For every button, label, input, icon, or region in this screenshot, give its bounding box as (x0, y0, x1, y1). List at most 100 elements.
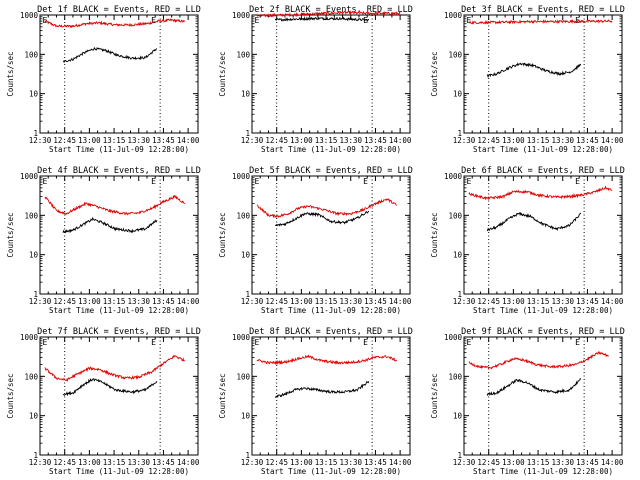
event-marker: E (363, 177, 368, 186)
y-tick-label: 100 (236, 211, 250, 220)
x-tick-label: 13:30 (551, 136, 574, 145)
panel-5: Det 5f BLACK = Events, RED = LLD 1 10 100 10… (218, 166, 413, 315)
x-tick-label: 14:00 (177, 136, 200, 145)
x-tick-label: 14:00 (389, 136, 412, 145)
lld-rate-line (256, 354, 398, 366)
x-tick-label: 13:30 (127, 297, 150, 306)
y-tick-label: 1000 (20, 172, 39, 181)
y-axis-label: Counts/sec (6, 373, 15, 418)
y-tick-label: 1 (245, 290, 250, 299)
x-tick-label: 13:30 (339, 297, 362, 306)
x-tick-label: 13:15 (527, 458, 550, 467)
x-axis-label: Start Time (11-Jul-09 12:28:00) (473, 145, 613, 154)
panel-4: Det 4f BLACK = Events, RED = LLD 1 10 100 10… (6, 166, 201, 315)
lld-rate-line (256, 198, 397, 219)
panel-8: Det 8f BLACK = Events, RED = LLD 1 10 100 10… (218, 327, 413, 476)
y-tick-label: 10 (241, 412, 251, 421)
y-tick-label: 100 (236, 50, 250, 59)
event-marker: E (43, 16, 48, 25)
event-marker: E (151, 177, 156, 186)
plot-frame (463, 336, 623, 456)
x-tick-label: 13:45 (152, 136, 175, 145)
event-marker: E (255, 16, 260, 25)
x-tick-label: 13:45 (364, 136, 387, 145)
x-tick-label: 12:30 (241, 136, 264, 145)
y-tick-label: 1 (33, 451, 38, 460)
x-tick-label: 13:45 (152, 458, 175, 467)
x-tick-label: 13:45 (576, 458, 599, 467)
event-rate-line (274, 381, 370, 399)
x-tick-label: 12:30 (29, 297, 52, 306)
event-rate-line (274, 210, 370, 227)
y-axis-label: Counts/sec (430, 373, 439, 418)
lld-rate-line (44, 354, 185, 383)
x-tick-label: 13:15 (315, 297, 338, 306)
panel-title: Det 4f BLACK = Events, RED = LLD (37, 166, 201, 176)
x-tick-label: 13:15 (527, 136, 550, 145)
x-axis-label: Start Time (11-Jul-09 12:28:00) (473, 467, 613, 476)
y-tick-label: 1000 (20, 11, 39, 20)
panel-2: Det 2f BLACK = Events, RED = LLD 1 10 100 10… (218, 5, 413, 154)
x-tick-label: 14:00 (177, 297, 200, 306)
y-tick-label: 1000 (232, 333, 251, 342)
event-rate-line (274, 15, 370, 23)
y-tick-label: 100 (448, 211, 462, 220)
plot-frame (39, 175, 199, 295)
x-tick-label: 13:00 (290, 458, 313, 467)
y-tick-label: 10 (453, 90, 463, 99)
plot-frame (251, 14, 411, 134)
x-tick-label: 13:30 (551, 458, 574, 467)
y-tick-label: 1000 (232, 11, 251, 20)
y-tick-label: 100 (24, 372, 38, 381)
x-axis-label: Start Time (11-Jul-09 12:28:00) (49, 145, 189, 154)
y-tick-label: 1 (245, 129, 250, 138)
y-tick-label: 1 (457, 451, 462, 460)
x-tick-label: 12:45 (477, 458, 500, 467)
event-marker: E (255, 177, 260, 186)
x-tick-label: 13:00 (502, 458, 525, 467)
x-tick-label: 13:30 (339, 458, 362, 467)
y-tick-label: 100 (236, 372, 250, 381)
y-tick-label: 100 (24, 211, 38, 220)
x-axis-label: Start Time (11-Jul-09 12:28:00) (49, 306, 189, 315)
x-tick-label: 13:45 (364, 297, 387, 306)
y-tick-label: 1 (33, 129, 38, 138)
event-rate-line (486, 378, 582, 397)
y-tick-label: 1 (33, 290, 38, 299)
y-axis-label: Counts/sec (218, 212, 227, 257)
y-tick-label: 1 (457, 129, 462, 138)
y-tick-label: 10 (29, 251, 39, 260)
y-tick-label: 100 (24, 50, 38, 59)
x-tick-label: 14:00 (389, 458, 412, 467)
plot-frame (463, 175, 623, 295)
y-axis-label: Counts/sec (218, 51, 227, 96)
x-tick-label: 13:45 (152, 297, 175, 306)
x-axis-label: Start Time (11-Jul-09 12:28:00) (261, 467, 401, 476)
panel-7: Det 7f BLACK = Events, RED = LLD 1 10 100 10… (6, 327, 201, 476)
event-rate-line (62, 216, 158, 234)
x-tick-label: 14:00 (601, 297, 624, 306)
event-marker: E (467, 338, 472, 347)
panel-title: Det 1f BLACK = Events, RED = LLD (37, 5, 201, 15)
panel-title: Det 2f BLACK = Events, RED = LLD (249, 5, 413, 15)
event-marker: E (43, 338, 48, 347)
x-tick-label: 12:30 (453, 297, 476, 306)
x-tick-label: 14:00 (389, 297, 412, 306)
x-tick-label: 12:30 (453, 136, 476, 145)
x-tick-label: 13:15 (103, 297, 126, 306)
x-tick-label: 12:30 (29, 136, 52, 145)
x-tick-label: 14:00 (601, 136, 624, 145)
y-tick-label: 1000 (444, 333, 463, 342)
y-tick-label: 10 (29, 412, 39, 421)
x-axis-label: Start Time (11-Jul-09 12:28:00) (473, 306, 613, 315)
x-tick-label: 14:00 (177, 458, 200, 467)
x-tick-label: 13:30 (127, 136, 150, 145)
lld-rate-line (256, 9, 401, 18)
plot-frame (251, 336, 411, 456)
x-tick-label: 13:45 (364, 458, 387, 467)
x-axis-label: Start Time (11-Jul-09 12:28:00) (261, 145, 401, 154)
y-axis-label: Counts/sec (218, 373, 227, 418)
lld-rate-line (468, 185, 613, 201)
x-tick-label: 13:30 (339, 136, 362, 145)
